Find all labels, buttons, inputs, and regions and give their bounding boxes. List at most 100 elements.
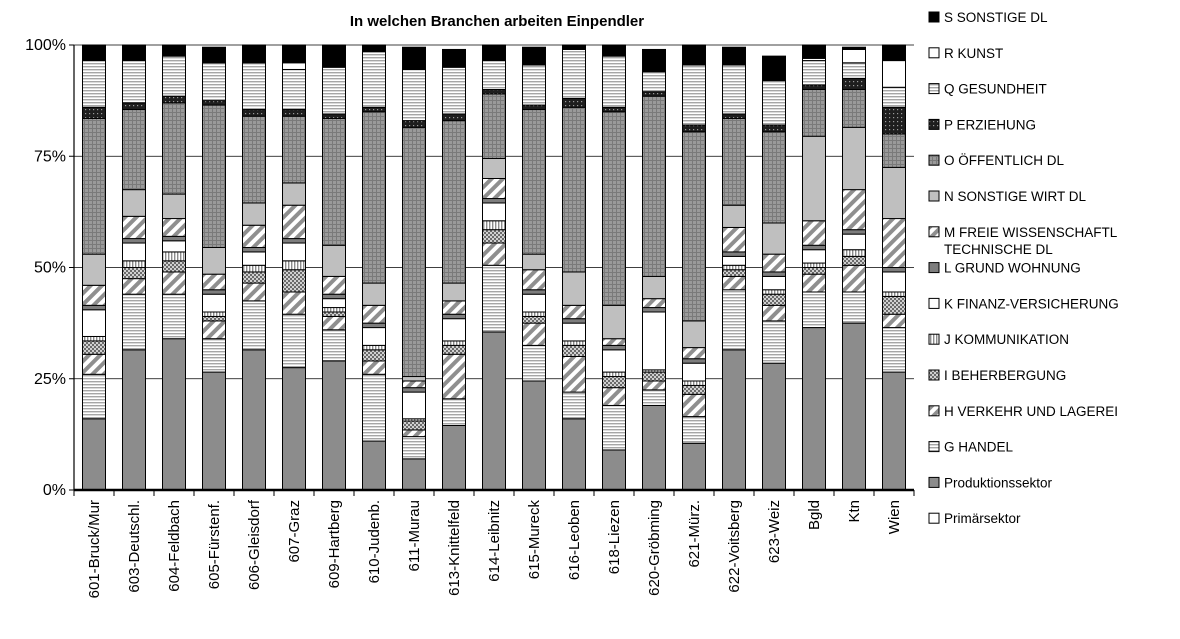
bar-segment bbox=[642, 298, 666, 309]
bar-segment bbox=[282, 68, 306, 111]
bar-segment bbox=[842, 229, 866, 235]
bar-segment bbox=[122, 349, 146, 491]
y-tick-label: 50% bbox=[34, 260, 66, 277]
bar-segment bbox=[562, 271, 586, 306]
bar-segment bbox=[882, 267, 906, 273]
bar-segment bbox=[282, 182, 306, 206]
bar-stack bbox=[242, 44, 266, 491]
bar-segment bbox=[482, 157, 506, 180]
bar-segment bbox=[242, 271, 266, 284]
bar-segment bbox=[482, 198, 506, 204]
bar-stack bbox=[562, 44, 586, 491]
y-tick-label: 75% bbox=[34, 148, 66, 165]
bar-segment bbox=[82, 284, 106, 306]
bar-stack bbox=[722, 46, 746, 491]
bar-segment bbox=[722, 289, 746, 351]
legend-label: K FINANZ-VERSICHERUNG bbox=[944, 296, 1119, 311]
bar-segment bbox=[122, 267, 146, 280]
bar-segment bbox=[442, 113, 466, 122]
legend-label: S SONSTIGE DL bbox=[944, 10, 1048, 25]
bar-segment bbox=[722, 251, 746, 257]
bar-segment bbox=[82, 60, 106, 108]
legend-swatch bbox=[928, 441, 940, 453]
bar-segment bbox=[282, 269, 306, 293]
bar-segment bbox=[642, 404, 666, 491]
legend-swatch bbox=[928, 512, 940, 524]
bar-segment bbox=[682, 416, 706, 444]
bar-segment bbox=[642, 91, 666, 97]
bar-segment bbox=[482, 202, 506, 222]
bar-segment bbox=[522, 289, 546, 295]
x-tick-label: 606-Gleisdorf bbox=[246, 499, 263, 590]
bar-stack bbox=[82, 44, 106, 491]
bar-segment bbox=[402, 436, 426, 460]
bar-segment bbox=[522, 253, 546, 271]
bar-segment bbox=[162, 235, 186, 242]
x-tick-label: 611-Murau bbox=[406, 500, 423, 571]
bar-segment bbox=[482, 220, 506, 231]
bar-segment bbox=[322, 113, 346, 119]
bar-segment bbox=[562, 318, 586, 324]
bar-segment bbox=[322, 244, 346, 277]
legend-label: P ERZIEHUNG bbox=[944, 117, 1036, 132]
bar-segment bbox=[762, 80, 786, 126]
bar-segment bbox=[162, 102, 186, 195]
bar-segment bbox=[402, 126, 426, 378]
bar-segment bbox=[82, 253, 106, 286]
bar-segment bbox=[562, 304, 586, 320]
x-tick-label: 609-Hartberg bbox=[326, 500, 343, 588]
bar-segment bbox=[682, 44, 706, 66]
bar-segment bbox=[362, 322, 386, 329]
bar-segment bbox=[242, 246, 266, 253]
bar-segment bbox=[242, 115, 266, 204]
x-tick-label: 621-Mürz. bbox=[686, 500, 703, 568]
bar-segment bbox=[82, 106, 106, 119]
bar-stack bbox=[642, 48, 666, 491]
bar-segment bbox=[682, 393, 706, 418]
bar-segment bbox=[402, 120, 426, 128]
bars bbox=[82, 44, 906, 491]
legend-item: K FINANZ-VERSICHERUNG bbox=[928, 296, 1119, 311]
bar-segment bbox=[442, 66, 466, 115]
legend-label: I BEHERBERGUNG bbox=[944, 368, 1066, 383]
bar-segment bbox=[722, 275, 746, 291]
bar-segment bbox=[482, 93, 506, 159]
bar-segment bbox=[362, 373, 386, 442]
bar-segment bbox=[82, 117, 106, 255]
bar-segment bbox=[522, 380, 546, 491]
bar-segment bbox=[682, 362, 706, 382]
bar-segment bbox=[882, 60, 906, 88]
bar-segment bbox=[842, 48, 866, 64]
bar-segment bbox=[722, 46, 746, 66]
bar-segment bbox=[562, 344, 586, 357]
bar-segment bbox=[362, 344, 386, 351]
bar-segment bbox=[442, 398, 466, 426]
legend: S SONSTIGE DL R KUNST Q GESUNDHEIT P ERZIEH… bbox=[928, 10, 1119, 526]
x-tick-label: 610-Judenb. bbox=[366, 500, 383, 583]
bar-segment bbox=[282, 367, 306, 491]
bar-segment bbox=[162, 55, 186, 97]
bar-segment bbox=[842, 233, 866, 251]
legend-swatch bbox=[928, 405, 940, 417]
legend-swatch bbox=[928, 154, 940, 166]
bar-segment bbox=[882, 166, 906, 220]
bar-stack bbox=[162, 44, 186, 491]
bar-segment bbox=[402, 387, 426, 393]
bar-segment bbox=[762, 253, 786, 273]
legend-swatch bbox=[928, 83, 940, 95]
bar-segment bbox=[482, 89, 506, 95]
bar-segment bbox=[882, 291, 906, 297]
bar-segment bbox=[82, 373, 106, 420]
bar-segment bbox=[842, 77, 866, 90]
bar-segment bbox=[202, 246, 226, 275]
bar-segment bbox=[282, 291, 306, 315]
bar-segment bbox=[442, 344, 466, 355]
bar-segment bbox=[562, 322, 586, 342]
bar-segment bbox=[842, 46, 866, 50]
bar-segment bbox=[442, 313, 466, 320]
bar-segment bbox=[602, 106, 626, 113]
bar-segment bbox=[522, 293, 546, 313]
bar-segment bbox=[802, 60, 826, 86]
bar-segment bbox=[602, 55, 626, 108]
legend-item: N SONSTIGE WIRT DL bbox=[928, 189, 1087, 204]
